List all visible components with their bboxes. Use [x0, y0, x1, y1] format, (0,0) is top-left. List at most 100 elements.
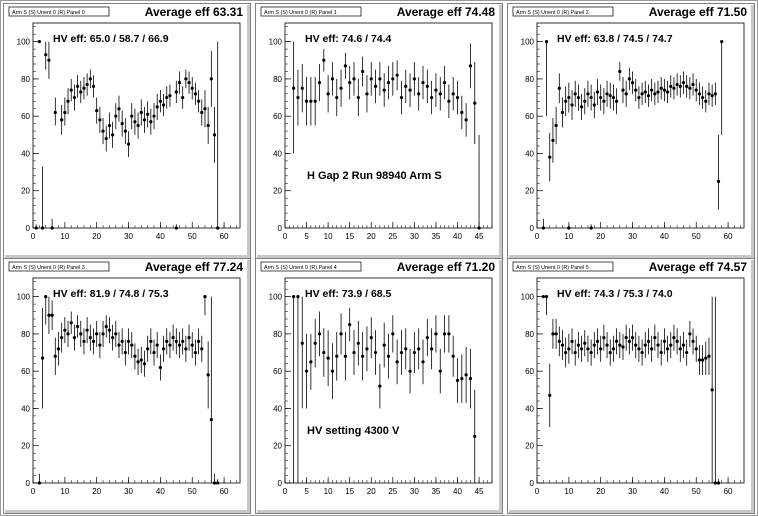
data-point [69, 321, 73, 325]
y-tick-label: 80 [525, 75, 534, 84]
data-point [404, 84, 408, 88]
data-point [126, 339, 131, 343]
data-point [63, 110, 67, 115]
data-point [589, 95, 593, 100]
data-point [589, 350, 593, 355]
data-point [442, 332, 447, 336]
small-title-text: Arm S (S) Unent 0 (R) Panel 3 [12, 265, 85, 271]
small-title-text: Arm S (S) Unent 0 (R) Panel 4 [264, 265, 337, 271]
data-point [66, 99, 70, 103]
data-point [152, 114, 156, 118]
pad-shade-bottom [257, 255, 502, 258]
y-tick-label: 40 [273, 404, 282, 413]
data-point [630, 336, 635, 340]
data-point [589, 226, 593, 230]
data-point [37, 40, 41, 44]
x-tick-label: 50 [188, 232, 197, 241]
data-point [608, 94, 612, 98]
y-tick-label: 60 [525, 112, 534, 121]
data-point [615, 99, 619, 103]
data-point [704, 356, 708, 360]
small-title-box [260, 261, 362, 272]
data-point [627, 77, 631, 81]
small-title-text: Arm S (S) Unent 0 (R) Panel 2 [516, 10, 589, 16]
data-point [369, 336, 373, 340]
data-point [672, 86, 676, 90]
x-tick-label: 15 [345, 487, 354, 496]
data-point [691, 339, 695, 343]
data-point [47, 313, 51, 317]
y-tick-label: 40 [273, 149, 282, 158]
data-point [373, 84, 378, 88]
data-point [583, 341, 587, 345]
data-point [473, 434, 477, 439]
data-point [79, 332, 83, 336]
data-point [697, 92, 702, 96]
data-point [386, 354, 391, 358]
y-tick-label: 60 [273, 367, 282, 376]
y-tick-label: 100 [17, 38, 31, 47]
data-point [570, 103, 574, 107]
data-point [611, 95, 616, 100]
data-point [716, 481, 721, 485]
data-point [56, 347, 61, 351]
data-point [181, 95, 185, 100]
data-point [608, 350, 612, 355]
data-point [653, 336, 657, 340]
data-point [653, 92, 657, 96]
data-point [114, 114, 118, 118]
data-point [716, 179, 721, 184]
x-tick-label: 50 [188, 487, 197, 496]
y-tick-label: 40 [525, 404, 534, 413]
pad-shade-bottom [509, 510, 754, 513]
data-point [592, 343, 596, 347]
data-point [650, 347, 654, 351]
chart-panel-3: Arm S (S) Unent 0 (R) Panel 3 Average eff… [3, 258, 251, 514]
data-point [605, 343, 609, 347]
small-title-text: Arm S (S) Unent 0 (R) Panel 5 [516, 265, 589, 271]
data-point [710, 388, 714, 392]
data-point [206, 123, 210, 128]
data-point [171, 336, 175, 340]
data-point [165, 339, 169, 343]
x-tick-label: 0 [283, 232, 288, 241]
data-point [365, 347, 369, 351]
data-point [707, 354, 711, 358]
data-point [91, 84, 96, 88]
data-point [313, 99, 317, 103]
x-tick-label: 60 [724, 487, 733, 496]
data-point [665, 347, 670, 351]
data-point [656, 90, 660, 94]
x-tick-label: 5 [304, 487, 309, 496]
hv-eff-label: HV eff: 65.0 / 58.7 / 66.9 [53, 33, 169, 45]
data-point [656, 343, 660, 347]
data-point [177, 343, 182, 347]
data-point [133, 120, 137, 124]
data-point [200, 110, 204, 115]
data-point [646, 339, 651, 343]
data-point [174, 226, 178, 230]
x-tick-label: 35 [431, 232, 440, 241]
data-point [382, 343, 386, 347]
chart-panel-0: Arm S (S) Unent 0 (R) Panel 0 Average eff… [3, 3, 251, 259]
data-point [114, 332, 118, 336]
data-point [421, 360, 425, 364]
data-point [659, 350, 663, 355]
x-tick-label: 50 [692, 487, 701, 496]
x-tick-label: 30 [124, 487, 133, 496]
data-point [309, 360, 313, 364]
data-point [694, 88, 698, 92]
data-point [50, 313, 54, 317]
data-point [177, 81, 182, 85]
data-point [123, 129, 127, 133]
data-point [348, 322, 352, 327]
data-point [44, 53, 48, 57]
data-point [640, 92, 644, 96]
y-tick-label: 0 [278, 479, 283, 488]
data-point [203, 295, 207, 299]
data-point [541, 226, 545, 230]
data-point [120, 339, 124, 343]
hv-eff-label: HV eff: 73.9 / 68.5 [305, 288, 392, 300]
data-point [107, 123, 112, 128]
